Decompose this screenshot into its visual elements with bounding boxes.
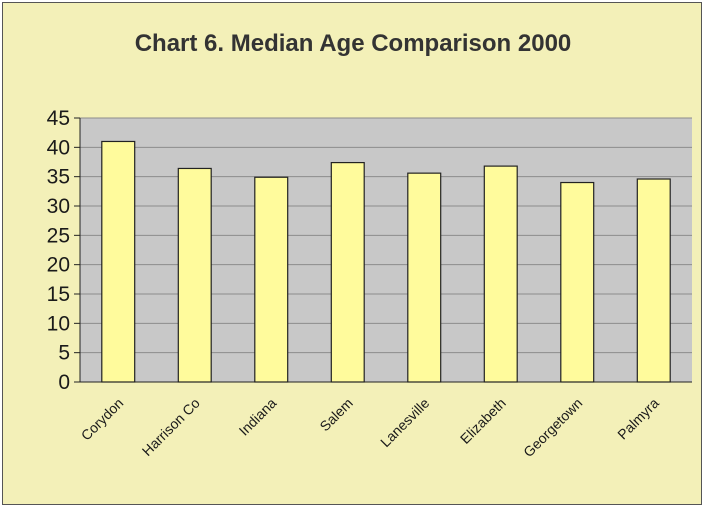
y-tick-label: 20 [47, 254, 70, 277]
x-category-labels: Corydon Harrison Co Indiana Salem Lanesville… [78, 395, 662, 460]
bar [636, 178, 671, 383]
bar [483, 165, 518, 383]
bar [254, 176, 289, 383]
y-tick-label: 40 [47, 136, 70, 159]
y-tick-label: 10 [47, 312, 70, 335]
y-tick-label: 30 [47, 195, 70, 218]
y-tick-label: 35 [47, 166, 70, 189]
bar [560, 181, 595, 383]
chart-title: Chart 6. Median Age Comparison 2000 [134, 30, 572, 57]
x-category-label: Indiana [236, 395, 280, 439]
x-category-label: Palmyra [614, 395, 662, 443]
bars [101, 140, 671, 383]
y-tick-label: 0 [58, 371, 70, 394]
y-tick-label: 25 [47, 224, 70, 247]
bar [177, 167, 212, 383]
y-tick-labels: 0 5 10 15 20 25 30 35 40 45 [47, 107, 70, 394]
x-category-label: Harrison Co [139, 395, 203, 459]
x-category-label: Corydon [78, 395, 127, 444]
x-category-label: Elizabeth [457, 395, 509, 447]
y-tick-label: 45 [47, 107, 70, 130]
x-category-label: Georgetown [520, 395, 585, 460]
bar [330, 161, 365, 383]
x-category-label: Lanesville [377, 395, 432, 450]
x-category-label: Salem [316, 395, 355, 434]
bar [407, 172, 442, 383]
bar [101, 140, 136, 383]
y-tick-label: 15 [47, 283, 70, 306]
plot-area [80, 118, 692, 382]
y-tick-label: 5 [58, 342, 70, 365]
